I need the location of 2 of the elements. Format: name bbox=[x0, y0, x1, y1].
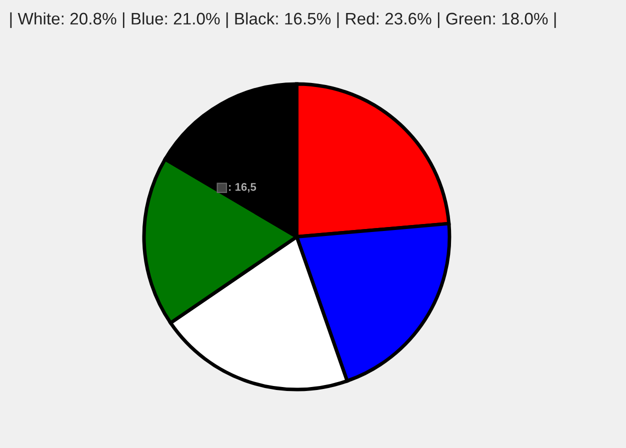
text: : 16,5 bbox=[229, 183, 256, 192]
chart-title: | White: 20.8% | Blue: 21.0% | Black: 16.5% | Red: 23.6% | Green: 18.0% | bbox=[10, 12, 556, 28]
